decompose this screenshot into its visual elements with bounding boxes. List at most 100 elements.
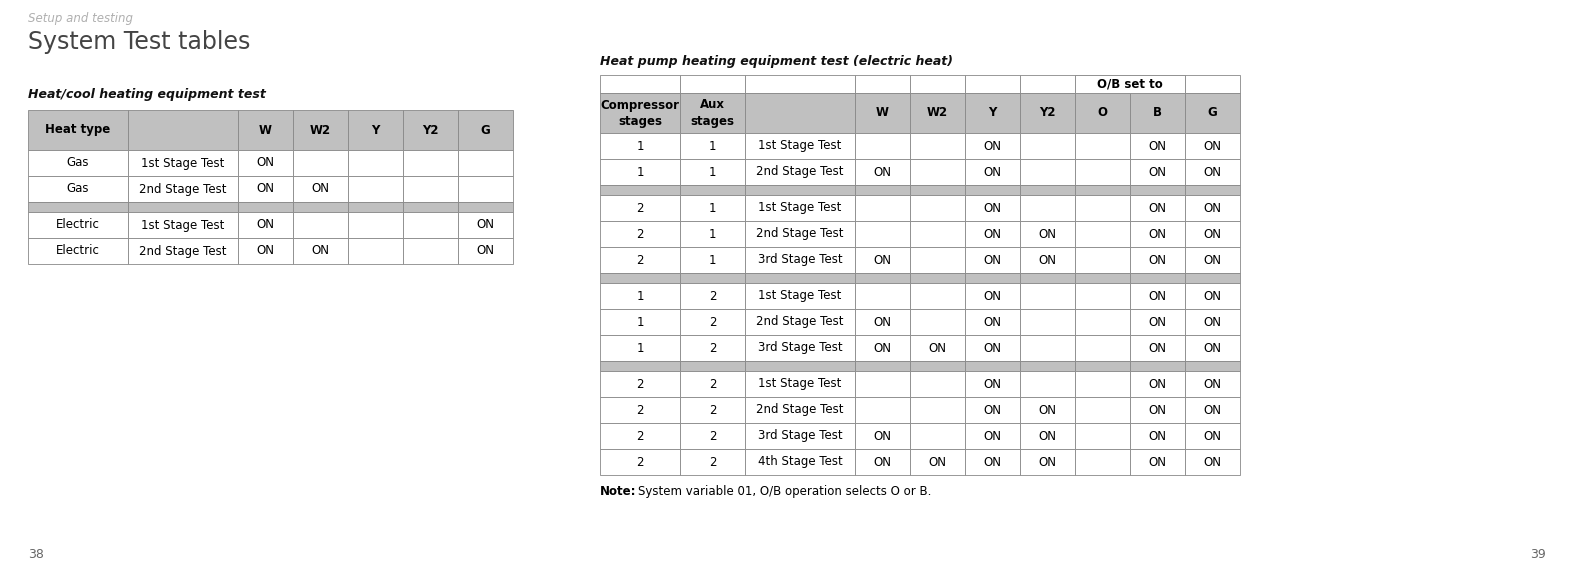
Text: ON: ON [984,341,1001,354]
Bar [680,361,745,371]
Bar [1185,361,1240,371]
Bar [127,176,238,202]
Text: System variable 01, O/B operation selects O or B.: System variable 01, O/B operation select… [637,485,932,498]
Bar [965,195,1020,221]
Bar [745,221,855,247]
Text: Y: Y [371,123,379,136]
Bar [403,202,458,212]
Bar [1020,309,1075,335]
Text: ON: ON [984,139,1001,152]
Bar [293,202,348,212]
Bar [1130,335,1185,361]
Bar [910,309,965,335]
Bar [855,221,910,247]
Bar [965,371,1020,397]
Bar [1130,423,1185,449]
Bar [680,133,745,159]
Text: Heat pump heating equipment test (electric heat): Heat pump heating equipment test (electr… [600,55,952,68]
Bar [1130,273,1185,283]
Text: ON: ON [984,201,1001,215]
Bar [680,159,745,185]
Text: Gas: Gas [66,157,90,169]
Text: Note:: Note: [600,485,636,498]
Bar [1185,185,1240,195]
Bar [403,176,458,202]
Bar [1020,361,1075,371]
Text: 4th Stage Test: 4th Stage Test [757,456,842,469]
Bar [348,110,403,150]
Bar [1020,133,1075,159]
Bar [28,176,127,202]
Text: B: B [1154,106,1162,119]
Text: 2: 2 [636,378,644,391]
Bar [1130,221,1185,247]
Bar [127,202,238,212]
Text: ON: ON [1204,315,1221,328]
Bar [348,202,403,212]
Bar [745,371,855,397]
Text: ON: ON [1149,430,1166,443]
Text: 2nd Stage Test: 2nd Stage Test [756,404,844,417]
Text: 2: 2 [708,315,716,328]
Bar [855,361,910,371]
Text: ON: ON [312,182,329,195]
Bar [1075,449,1130,475]
Bar [1075,93,1130,133]
Text: Y2: Y2 [1039,106,1056,119]
Bar [28,212,127,238]
Bar [855,159,910,185]
Bar [458,150,513,176]
Bar [1075,335,1130,361]
Bar [965,335,1020,361]
Text: 1: 1 [636,289,644,302]
Text: 1: 1 [636,341,644,354]
Bar [1130,371,1185,397]
Bar [1075,133,1130,159]
Bar [910,371,965,397]
Bar [1130,449,1185,475]
Text: 2: 2 [708,289,716,302]
Text: 2: 2 [708,456,716,469]
Text: 1: 1 [708,254,716,267]
Text: 1: 1 [708,201,716,215]
Bar [965,309,1020,335]
Bar [745,273,855,283]
Bar [1130,93,1185,133]
Bar [680,309,745,335]
Bar [348,176,403,202]
Text: ON: ON [1149,456,1166,469]
Text: 1st Stage Test: 1st Stage Test [759,289,842,302]
Bar [1130,159,1185,185]
Bar [1075,221,1130,247]
Text: 1: 1 [636,165,644,178]
Bar [1075,185,1130,195]
Bar [1130,133,1185,159]
Text: ON: ON [1204,165,1221,178]
Bar [403,212,458,238]
Bar [1075,75,1130,93]
Bar [1185,273,1240,283]
Bar [403,238,458,264]
Bar [680,185,745,195]
Bar [855,247,910,273]
Bar [855,75,910,93]
Bar [855,133,910,159]
Bar [1020,185,1075,195]
Text: ON: ON [1149,201,1166,215]
Bar [680,449,745,475]
Text: ON: ON [1149,341,1166,354]
Bar [680,423,745,449]
Bar [1185,371,1240,397]
Bar [348,238,403,264]
Bar [1075,309,1130,335]
Bar [910,397,965,423]
Bar [1075,361,1130,371]
Text: 38: 38 [28,548,44,561]
Bar [1185,75,1240,93]
Text: Y2: Y2 [422,123,439,136]
Bar [458,176,513,202]
Bar [600,449,680,475]
Bar [910,361,965,371]
Bar [745,361,855,371]
Bar [458,110,513,150]
